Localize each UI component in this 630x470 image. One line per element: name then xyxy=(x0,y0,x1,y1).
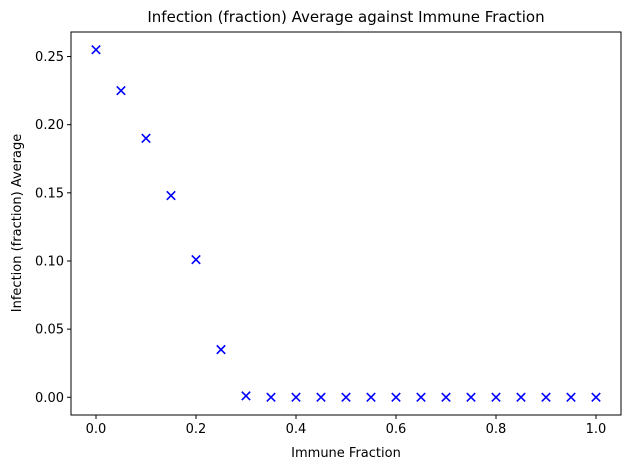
x-tick-label: 0.8 xyxy=(486,422,507,437)
data-point xyxy=(391,392,401,403)
data-point xyxy=(141,133,151,144)
x-axis-label: Immune Fraction xyxy=(291,446,401,461)
y-tick-label: 0.05 xyxy=(35,323,64,338)
data-point xyxy=(466,392,476,403)
data-point xyxy=(591,392,601,403)
y-axis-label: Infection (fraction) Average xyxy=(10,134,25,312)
y-axis: 0.00 0.05 0.10 0.15 0.20 0.25 xyxy=(35,50,71,406)
data-point xyxy=(241,391,251,401)
data-point xyxy=(216,344,226,355)
data-points xyxy=(91,44,601,403)
data-point xyxy=(516,392,526,403)
data-point xyxy=(341,392,351,403)
data-point xyxy=(191,254,201,265)
y-tick-label: 0.15 xyxy=(35,186,64,201)
plot-area-frame xyxy=(70,31,622,416)
data-point xyxy=(541,392,551,403)
x-tick-label: 0.2 xyxy=(186,422,207,437)
data-point xyxy=(166,190,176,201)
y-tick-label: 0.10 xyxy=(35,254,64,269)
data-point xyxy=(266,392,276,403)
y-tick-label: 0.25 xyxy=(35,50,64,65)
y-tick-label: 0.20 xyxy=(35,118,64,133)
chart-title: Infection (fraction) Average against Imm… xyxy=(147,8,544,26)
x-tick-label: 1.0 xyxy=(586,422,607,437)
x-tick-label: 0.0 xyxy=(86,422,107,437)
data-point xyxy=(566,392,576,403)
data-point xyxy=(416,392,426,403)
data-point xyxy=(91,44,101,55)
x-tick-label: 0.4 xyxy=(286,422,307,437)
data-point xyxy=(366,392,376,403)
x-tick-label: 0.6 xyxy=(386,422,407,437)
x-axis: 0.0 0.2 0.4 0.6 0.8 1.0 xyxy=(86,415,607,437)
data-point xyxy=(291,392,301,403)
data-point xyxy=(316,392,326,403)
y-tick-label: 0.00 xyxy=(35,391,64,406)
data-point xyxy=(116,85,126,96)
data-point xyxy=(491,392,501,403)
data-point xyxy=(441,392,451,403)
